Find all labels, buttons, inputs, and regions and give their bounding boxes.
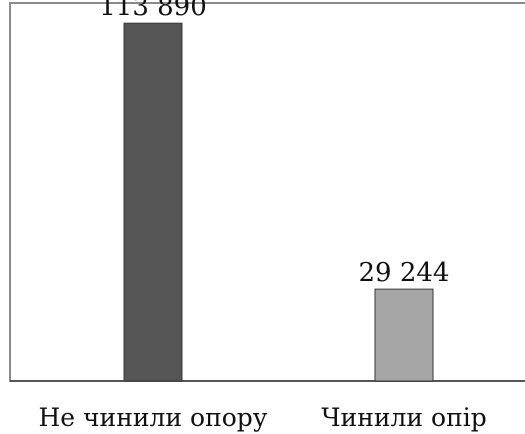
category-label-2: Чинили опір	[321, 403, 487, 432]
bar-1	[123, 22, 183, 382]
plot-frame	[9, 2, 525, 382]
category-label-1: Не чинили опору	[38, 403, 267, 432]
labels-layer: 113 890 Не чинили опору 29 244 Чинили опір	[38, 0, 486, 432]
bar-2	[374, 288, 434, 382]
bar-value-label-1: 113 890	[99, 0, 207, 22]
bar-value-label-2: 29 244	[359, 258, 450, 288]
bars-layer	[123, 22, 434, 382]
